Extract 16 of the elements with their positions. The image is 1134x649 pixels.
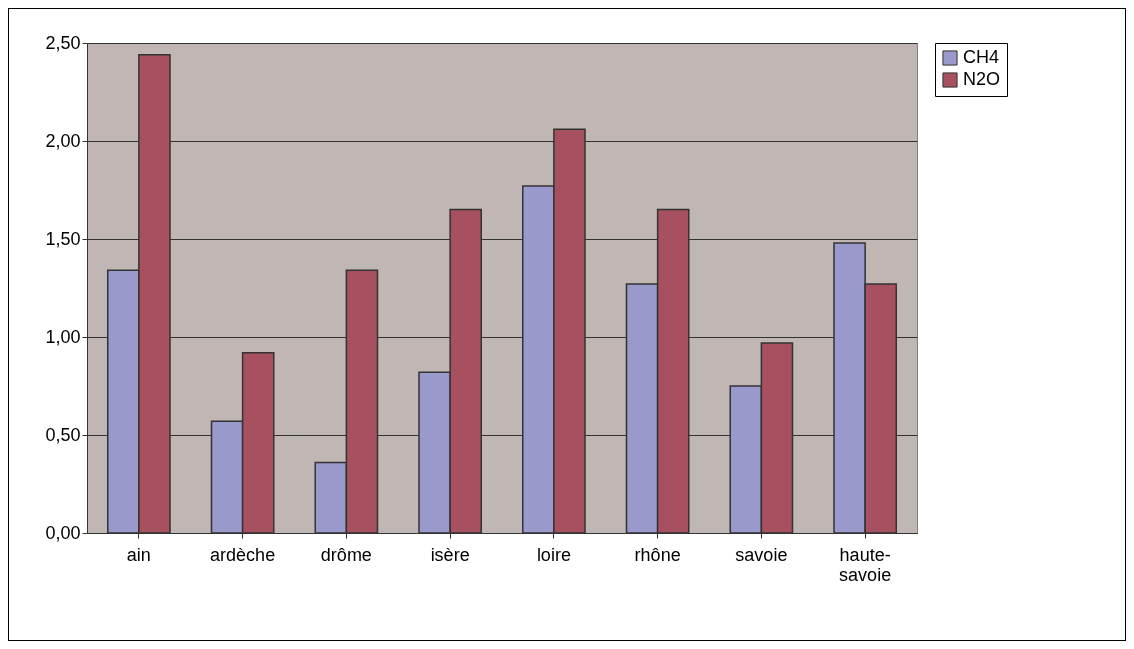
y-tick-label: 1,00: [45, 326, 81, 347]
legend-label: N2O: [963, 69, 1001, 89]
y-tick-label: 2,00: [45, 130, 81, 151]
x-tick-label: ardèche: [210, 544, 276, 565]
y-tick-label: 2,50: [45, 32, 81, 53]
y-tick-label: 1,50: [45, 228, 81, 249]
y-tick-label: 0,50: [45, 424, 81, 445]
x-tick-label: rhône: [634, 544, 681, 565]
x-tick-label: drôme: [320, 544, 372, 565]
y-tick-label: 0,00: [45, 522, 81, 543]
x-tick-label: haute-savoie: [839, 544, 892, 585]
x-tick-label: savoie: [735, 544, 788, 565]
x-tick-label: ain: [126, 544, 151, 565]
x-tick-label: loire: [536, 544, 571, 565]
x-tick-label: isère: [430, 544, 470, 565]
legend-label: CH4: [963, 47, 1000, 67]
